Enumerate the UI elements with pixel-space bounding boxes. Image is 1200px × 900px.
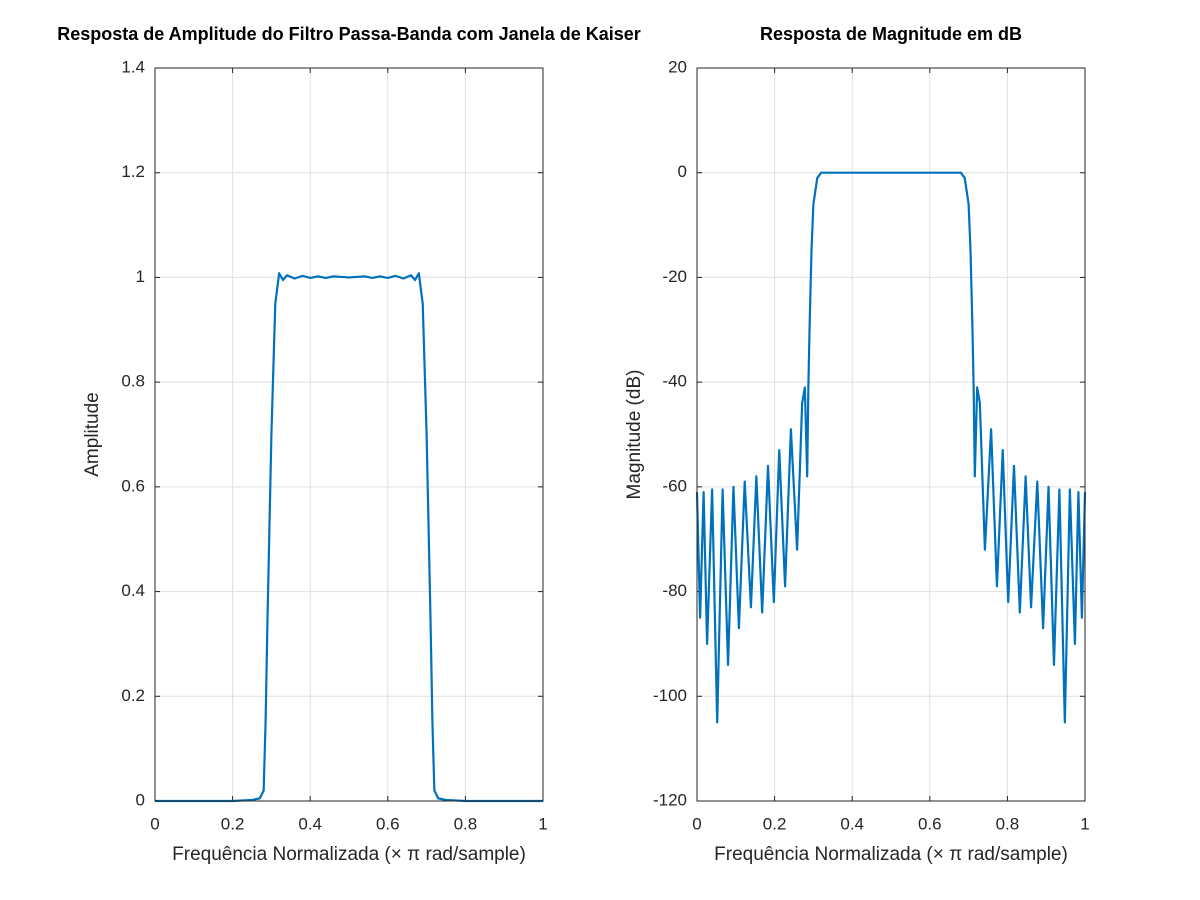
chart-title: Resposta de Amplitude do Filtro Passa-Ba… [57,24,641,44]
x-axis-label: Frequência Normalizada (× π rad/sample) [714,844,1068,865]
y-tick-label: -120 [653,790,687,809]
x-tick-label: 0.6 [376,814,400,833]
subplot: 0 0.2 0.4 0.6 0.8 1 -120 -100 -80 -60 -40 -20 0 20 Res… [624,24,1090,865]
y-tick-label: 1.4 [121,57,145,76]
y-tick-label: -100 [653,686,687,705]
y-tick-label: 0.6 [121,476,145,495]
x-tick-label: 0 [692,814,701,833]
y-tick-label: -60 [662,476,687,495]
x-tick-label: 1 [538,814,547,833]
x-axis-label: Frequência Normalizada (× π rad/sample) [172,844,526,865]
plot-area [697,68,1085,801]
axes-box [696,67,1086,802]
y-tick-label: 0.2 [121,686,145,705]
y-tick-label: -40 [662,372,687,391]
y-tick-label: 0.4 [121,581,145,600]
plot-area [155,68,543,801]
y-axis-label: Amplitude [82,392,103,477]
data-line [155,272,543,803]
y-axis-label: Magnitude (dB) [624,370,645,500]
x-tick-label: 0 [150,814,159,833]
y-tick-label: 1.2 [121,162,145,181]
y-tick-label: 0 [136,790,145,809]
data-line [695,171,1087,724]
x-tick-label: 0.6 [918,814,942,833]
y-tick-label: 0 [678,162,687,181]
subplot: 0 0.2 0.4 0.6 0.8 1 0 0.2 0.4 0.6 0.8 1 1.2 1.4 Respos… [57,24,641,865]
x-tick-label: 0.8 [996,814,1020,833]
x-tick-label: 0.2 [763,814,787,833]
y-tick-label: -80 [662,581,687,600]
y-tick-label: -20 [662,267,687,286]
y-tick-label: 1 [136,267,145,286]
x-tick-label: 0.8 [454,814,478,833]
chart-title: Resposta de Magnitude em dB [760,24,1022,44]
y-tick-label: 0.8 [121,372,145,391]
y-tick-label: 20 [668,57,687,76]
x-tick-label: 0.4 [840,814,864,833]
x-tick-label: 0.4 [298,814,322,833]
axes-box [154,67,544,802]
x-tick-label: 0.2 [221,814,245,833]
x-tick-label: 1 [1080,814,1089,833]
